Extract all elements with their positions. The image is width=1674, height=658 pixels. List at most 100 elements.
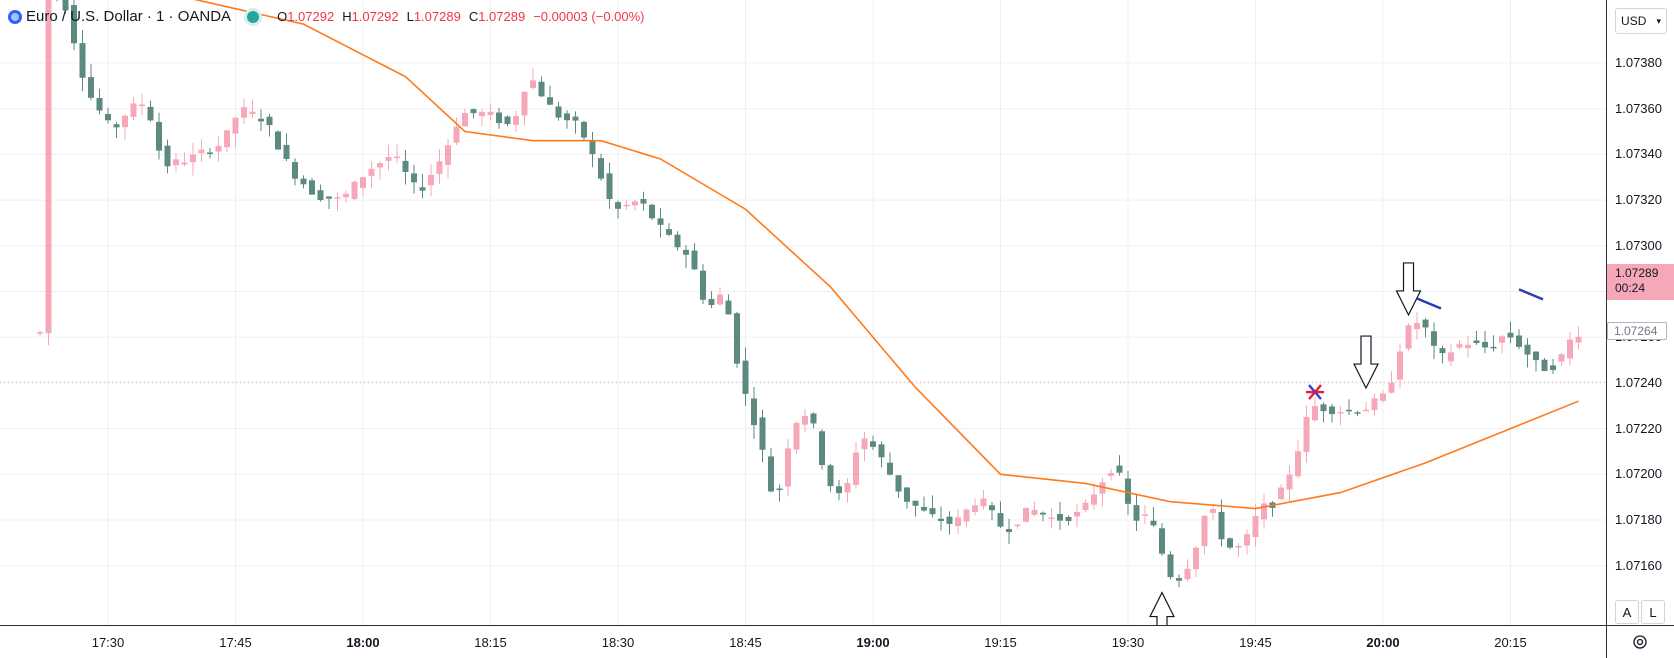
candle-body [428,174,434,186]
moving-average-line [193,0,1579,510]
candle-body [1006,529,1012,533]
candle-body [691,250,698,270]
candle-body [1031,509,1038,515]
candle-body [1567,339,1573,359]
candle-body [1448,352,1454,362]
candle-body [1159,528,1165,554]
candle-body [309,180,315,195]
candle-body [861,438,868,450]
candle-body [1482,341,1488,348]
price-tick-label: 1.07360 [1615,100,1662,116]
chevron-down-icon: ▾ [1656,15,1661,26]
candle-body [1550,365,1556,371]
candle-body [1363,409,1369,412]
price-tick-label: 1.07300 [1615,237,1662,253]
time-tick-label: 18:15 [474,635,507,650]
candle-body [79,43,86,78]
arrow-down-annotation [1353,335,1379,390]
candle-body [411,173,417,183]
arrow-up-annotation [1149,591,1175,646]
candlestick-plot[interactable] [0,0,1606,646]
currency-label: USD [1621,14,1647,28]
candle-body [215,145,222,152]
candle-body [130,103,137,117]
candle-body [938,518,944,522]
candle-body [1295,451,1301,477]
candle-body [343,193,349,198]
log-scale-button[interactable]: L [1641,600,1665,624]
candle-body [1176,578,1182,581]
candle-body [1354,412,1361,414]
candle-body [870,441,876,447]
candle-body [878,444,885,458]
candle-body [683,249,689,255]
candle-body [997,513,1004,527]
candle-body [717,294,723,305]
candle-body [1456,344,1463,348]
candle-body [912,500,919,506]
candle-body [1074,511,1080,517]
candle-body [1218,511,1225,540]
candle-body [887,462,893,475]
candle-body [368,168,375,176]
candle-body [453,126,460,143]
candle-body [105,113,111,121]
candle-body [1261,503,1267,520]
price-axis[interactable]: USD ▾ 1.07380 1.07360 1.07340 1.07320 1.0730… [1606,0,1674,625]
candle-body [139,104,145,107]
candle-body [632,201,638,206]
candle-body [734,313,740,364]
candle-body [555,106,562,118]
candle-body [1193,547,1199,570]
candle-body [207,152,213,154]
time-tick-label: 19:30 [1111,635,1145,650]
auto-scale-button[interactable]: A [1615,600,1639,624]
candle-body [1507,332,1514,338]
candle-body [198,149,205,154]
current-price-label: 1.07289 00:24 [1607,264,1674,300]
price-tick-label: 1.07180 [1615,512,1662,527]
candle-body [88,77,94,98]
candle-body [1405,325,1412,349]
candle-body [1533,351,1539,361]
candle-body [1388,382,1395,393]
candle-body [1227,538,1233,548]
candle-body [725,300,732,315]
currency-selector[interactable]: USD ▾ [1615,8,1667,34]
candle-body [487,111,494,116]
price-tick-label: 1.07200 [1615,466,1662,482]
ohlc-open: O1.07292 [277,9,335,24]
legend: Euro / U.S. Dollar · 1 · OANDA O1.07292 … [8,8,645,25]
candle-body [258,118,264,122]
candle-body [1014,524,1021,527]
gear-icon[interactable] [1631,633,1649,651]
candle-body [972,505,978,512]
time-tick-label: 19:45 [1239,635,1272,650]
candle-body [156,121,162,151]
chart-area[interactable]: Euro / U.S. Dollar · 1 · OANDA O1.07292 … [0,0,1606,646]
time-axis[interactable]: 17:30 17:45 18:00 18:15 18:30 18:45 19:00 19:15… [0,625,1606,658]
candle-body [360,177,366,189]
candle-body [802,415,808,425]
time-tick-label: 17:30 [91,635,125,650]
time-tick-label: 19:15 [984,635,1017,650]
candle-body [1023,507,1029,522]
candle-body [283,144,290,159]
candle-body [521,91,528,116]
candle-body [334,197,341,199]
candle-body [1082,502,1089,511]
time-tick-label: 17:45 [219,635,252,650]
candle-body [1278,487,1284,500]
candle-body [1320,404,1327,412]
price-change: −0.00003 (−0.00%) [533,9,645,24]
candle-body [1541,359,1548,371]
candle-body [674,234,681,248]
candle-body [45,0,52,334]
symbol-title[interactable]: Euro / U.S. Dollar · 1 · OANDA [26,8,232,25]
oanda-logo-icon [8,9,22,24]
reference-price-label: 1.07264 [1607,322,1667,340]
candle-body [1499,336,1505,343]
candle-body [1091,494,1097,505]
time-tick-label: 19:00 [856,635,890,650]
time-tick-label: 18:00 [346,635,380,650]
